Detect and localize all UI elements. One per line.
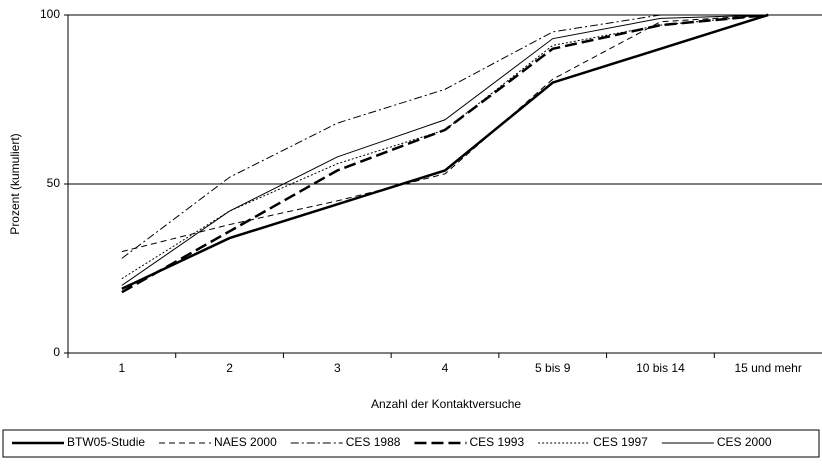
y-tick-label: 50 <box>47 176 61 190</box>
y-tick-label: 100 <box>40 7 60 21</box>
series-line <box>121 14 769 280</box>
legend-label: CES 1993 <box>469 435 524 449</box>
x-tick-label: 5 bis 9 <box>535 361 571 375</box>
x-axis-label: Anzahl der Kontaktversuche <box>371 397 521 411</box>
legend-label: NAES 2000 <box>214 435 277 449</box>
x-tick-label: 10 bis 14 <box>636 361 685 375</box>
y-tick-label: 0 <box>53 345 60 359</box>
x-tick-label: 2 <box>226 361 233 375</box>
x-tick-label: 3 <box>334 361 341 375</box>
series-line <box>121 13 769 294</box>
x-tick-label: 4 <box>442 361 449 375</box>
series-line <box>121 14 769 286</box>
series-line <box>121 14 769 259</box>
legend-label: CES 2000 <box>717 435 772 449</box>
legend-label: CES 1988 <box>346 435 401 449</box>
x-tick-label: 15 und mehr <box>734 361 801 375</box>
y-axis-label: Prozent (kumuliert) <box>8 133 22 234</box>
series-line <box>121 13 769 290</box>
x-tick-label: 1 <box>119 361 126 375</box>
legend-label: CES 1997 <box>593 435 648 449</box>
series-line <box>121 14 769 253</box>
legend-label: BTW05-Studie <box>67 435 145 449</box>
